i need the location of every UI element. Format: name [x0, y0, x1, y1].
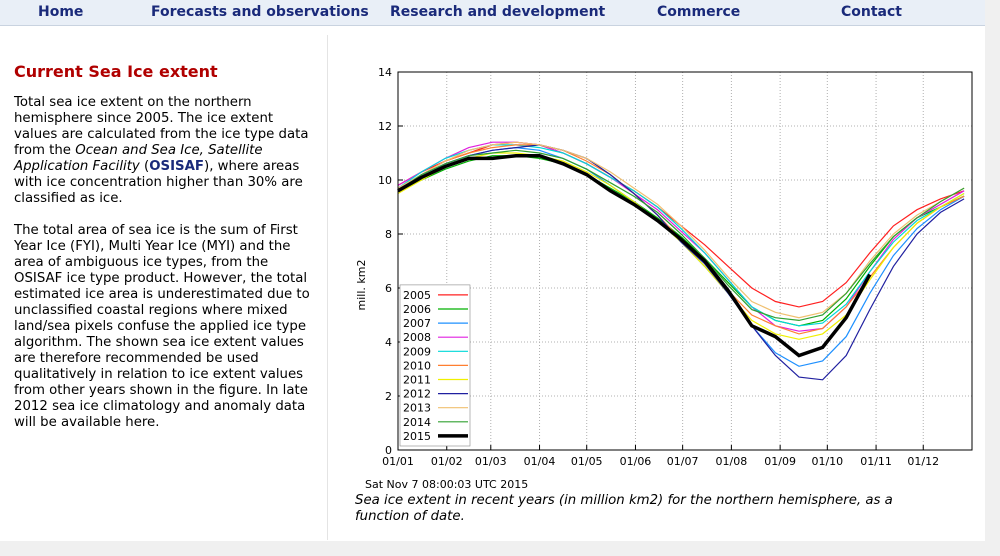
x-tick-label: 01/09	[764, 455, 796, 468]
legend-label: 2005	[403, 289, 431, 302]
legend-label: 2014	[403, 416, 431, 429]
caption: Sea ice extent in recent years (in milli…	[355, 493, 893, 524]
y-tick-label: 12	[378, 120, 392, 133]
nav-link[interactable]: Forecasts and observations	[151, 4, 369, 20]
y-tick-label: 10	[378, 174, 392, 187]
divider	[327, 35, 328, 540]
x-tick-label: 01/10	[811, 455, 843, 468]
legend-label: 2009	[403, 345, 431, 358]
chart: mill. km2 Sat Nov 7 08:00:03 UTC 2015 02…	[355, 66, 973, 490]
text: Total sea ice extent on the northern hem…	[14, 95, 309, 158]
text: (	[139, 159, 150, 174]
nav-bar: Home Forecasts and observations Research…	[0, 0, 985, 26]
series-line	[397, 153, 872, 358]
series-line	[397, 155, 965, 327]
x-tick-label: 01/12	[907, 455, 939, 468]
vertical-scrollbar[interactable]	[985, 0, 1000, 541]
x-tick-label: 01/03	[475, 455, 507, 468]
legend-label: 2011	[403, 374, 431, 387]
legend-label: 2015	[403, 430, 431, 443]
y-tick-label: 6	[385, 282, 392, 295]
legend-label: 2013	[403, 402, 431, 415]
x-tick-label: 01/01	[382, 455, 414, 468]
x-tick-label: 01/02	[431, 455, 463, 468]
legend-label: 2012	[403, 388, 431, 401]
x-tick-label: 01/08	[716, 455, 748, 468]
plot-area	[398, 72, 972, 450]
nav-link[interactable]: Contact	[841, 4, 902, 20]
nav-link[interactable]: Research and development	[390, 4, 606, 20]
x-tick-label: 01/05	[571, 455, 603, 468]
y-tick-label: 0	[385, 444, 392, 457]
link[interactable]: OSISAF	[149, 159, 204, 174]
timestamp: Sat Nov 7 08:00:03 UTC 2015	[365, 478, 528, 490]
x-tick-label: 01/07	[667, 455, 699, 468]
plot-frame	[397, 71, 973, 451]
sidebar: Current Sea Ice extent Total sea ice ext…	[14, 64, 314, 447]
paragraph: The total area of sea ice is the sum of …	[14, 223, 310, 430]
y-axis-label: mill. km2	[355, 260, 368, 311]
horizontal-scrollbar[interactable]	[0, 541, 1000, 556]
y-tick-label: 14	[378, 66, 392, 79]
series-line	[397, 141, 965, 319]
y-tick-label: 4	[385, 336, 392, 349]
nav-link[interactable]: Commerce	[657, 4, 741, 20]
x-tick-label: 01/04	[524, 455, 556, 468]
y-tick-label: 2	[385, 390, 392, 403]
legend-label: 2008	[403, 331, 431, 344]
legend-label: 2006	[403, 303, 431, 316]
y-tick-label: 8	[385, 228, 392, 241]
nav-link[interactable]: Home	[38, 4, 84, 20]
x-tick-label: 01/11	[860, 455, 892, 468]
legend-label: 2010	[403, 359, 431, 372]
legend-label: 2007	[403, 317, 431, 330]
series-line	[397, 144, 965, 381]
x-tick-label: 01/06	[620, 455, 652, 468]
italic-text: Ocean and Sea Ice, Satellite Application…	[14, 143, 263, 174]
series-line	[397, 149, 965, 322]
heading: Current Sea Ice extent	[14, 62, 218, 81]
paragraph: Total sea ice extent on the northern hem…	[14, 95, 314, 207]
text: ), where areas with ice concentration hi…	[14, 159, 303, 206]
